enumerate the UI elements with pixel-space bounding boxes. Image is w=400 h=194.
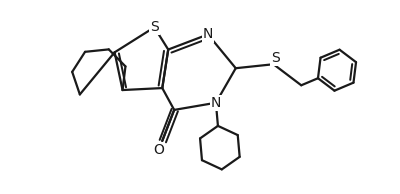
Text: S: S	[150, 20, 159, 34]
Text: S: S	[271, 51, 280, 65]
Text: N: N	[203, 28, 213, 42]
Text: O: O	[153, 143, 164, 157]
Text: N: N	[211, 96, 221, 110]
